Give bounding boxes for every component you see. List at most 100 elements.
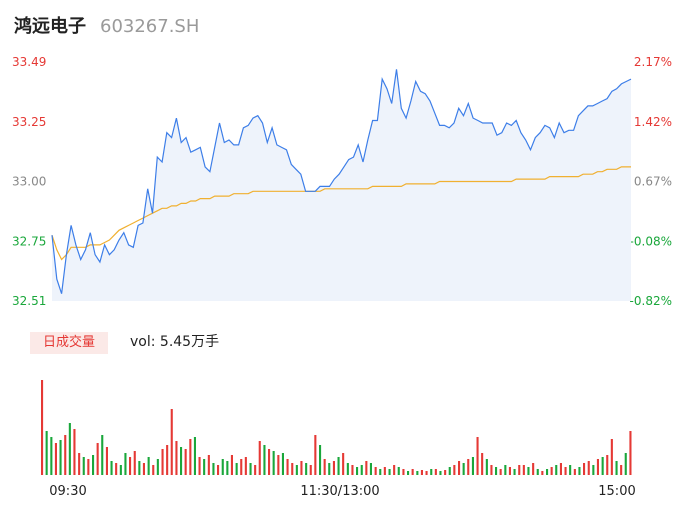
volume-bar	[295, 465, 298, 475]
volume-bar	[360, 465, 363, 475]
volume-bar	[615, 461, 618, 475]
volume-bar	[82, 457, 85, 475]
volume-bar	[485, 459, 488, 475]
volume-bar	[309, 465, 312, 475]
volume-bar	[268, 449, 271, 475]
volume-bar	[527, 467, 530, 475]
volume-bar	[555, 465, 558, 475]
volume-bar	[583, 463, 586, 475]
volume-bar	[101, 435, 104, 475]
y-tick-right: 2.17%	[634, 55, 672, 69]
volume-bar	[263, 445, 266, 475]
volume-bar	[342, 453, 345, 475]
volume-bar	[281, 453, 284, 475]
volume-bar	[369, 463, 372, 475]
volume-bar	[286, 459, 289, 475]
volume-bar	[314, 435, 317, 475]
volume-bar	[407, 471, 410, 475]
volume-bar	[383, 467, 386, 475]
volume-bar	[569, 465, 572, 475]
volume-bar	[244, 457, 247, 475]
volume-bar	[189, 439, 192, 475]
volume-bar	[578, 467, 581, 475]
y-tick-left: 32.75	[12, 234, 46, 248]
volume-bar	[41, 380, 44, 475]
volume-bar	[606, 455, 609, 475]
volume-bar	[518, 465, 521, 475]
volume-readout: vol: 5.45万手	[130, 334, 220, 350]
volume-bar	[620, 465, 623, 475]
stock-code: 603267.SH	[100, 16, 200, 37]
volume-bar	[59, 440, 62, 475]
volume-tab[interactable]: 日成交量	[30, 332, 108, 354]
volume-bar	[458, 461, 461, 475]
volume-bar	[184, 449, 187, 475]
volume-bar	[54, 443, 57, 475]
volume-bar	[513, 469, 516, 475]
volume-bar	[203, 459, 206, 475]
volume-bar	[610, 439, 613, 475]
volume-bar	[365, 461, 368, 475]
volume-bar	[226, 461, 229, 475]
volume-bar	[388, 469, 391, 475]
volume-bar	[207, 455, 210, 475]
volume-bar	[504, 465, 507, 475]
volume-bar	[64, 435, 67, 475]
volume-bar	[332, 461, 335, 475]
volume-bar	[92, 455, 95, 475]
volume-bar	[425, 471, 428, 475]
volume-bar	[180, 447, 183, 475]
volume-bar	[249, 463, 252, 475]
volume-bar	[217, 465, 220, 475]
volume-bar	[596, 459, 599, 475]
stock-name: 鸿远电子	[14, 16, 86, 37]
x-tick: 15:00	[598, 484, 635, 499]
volume-bar	[142, 463, 145, 475]
volume-bar	[467, 459, 470, 475]
volume-bar	[230, 455, 233, 475]
volume-bar	[462, 463, 465, 475]
volume-bar	[629, 431, 632, 475]
volume-bar	[397, 467, 400, 475]
volume-bar	[351, 465, 354, 475]
volume-bar	[448, 467, 451, 475]
y-tick-left: 33.00	[12, 175, 46, 189]
volume-bar	[393, 465, 396, 475]
volume-bar	[147, 457, 150, 475]
volume-bar	[508, 467, 511, 475]
volume-bar	[444, 470, 447, 475]
volume-bar	[240, 459, 243, 475]
volume-bar	[166, 445, 169, 475]
volume-bar	[105, 447, 108, 475]
volume-bar	[550, 467, 553, 475]
volume-bar	[601, 457, 604, 475]
volume-bar	[170, 409, 173, 475]
y-tick-left: 32.51	[12, 294, 46, 308]
volume-bar	[73, 429, 76, 475]
volume-bar	[573, 469, 576, 475]
volume-bar	[416, 471, 419, 475]
volume-bar	[198, 457, 201, 475]
volume-bar	[138, 461, 141, 475]
price-area	[52, 69, 631, 301]
volume-bar	[356, 467, 359, 475]
volume-bar	[532, 463, 535, 475]
volume-bar	[564, 467, 567, 475]
volume-bar	[87, 459, 90, 475]
volume-bar	[96, 443, 99, 475]
stock-header: 鸿远电子 603267.SH	[14, 12, 199, 42]
avg-price-line	[51, 166, 631, 261]
volume-bar	[319, 445, 322, 475]
volume-bar	[346, 463, 349, 475]
volume-bar	[624, 453, 627, 475]
volume-bar	[161, 449, 164, 475]
volume-bar	[115, 463, 118, 475]
volume-bar	[305, 463, 308, 475]
y-tick-left: 33.25	[12, 115, 46, 129]
volume-bar	[587, 461, 590, 475]
price-chart: 33.49 33.25 33.00 32.75 32.51 2.17% 1.42% 0.67%…	[12, 55, 672, 308]
volume-bar	[476, 437, 479, 475]
volume-bar	[434, 469, 437, 475]
volume-bar	[258, 441, 261, 475]
